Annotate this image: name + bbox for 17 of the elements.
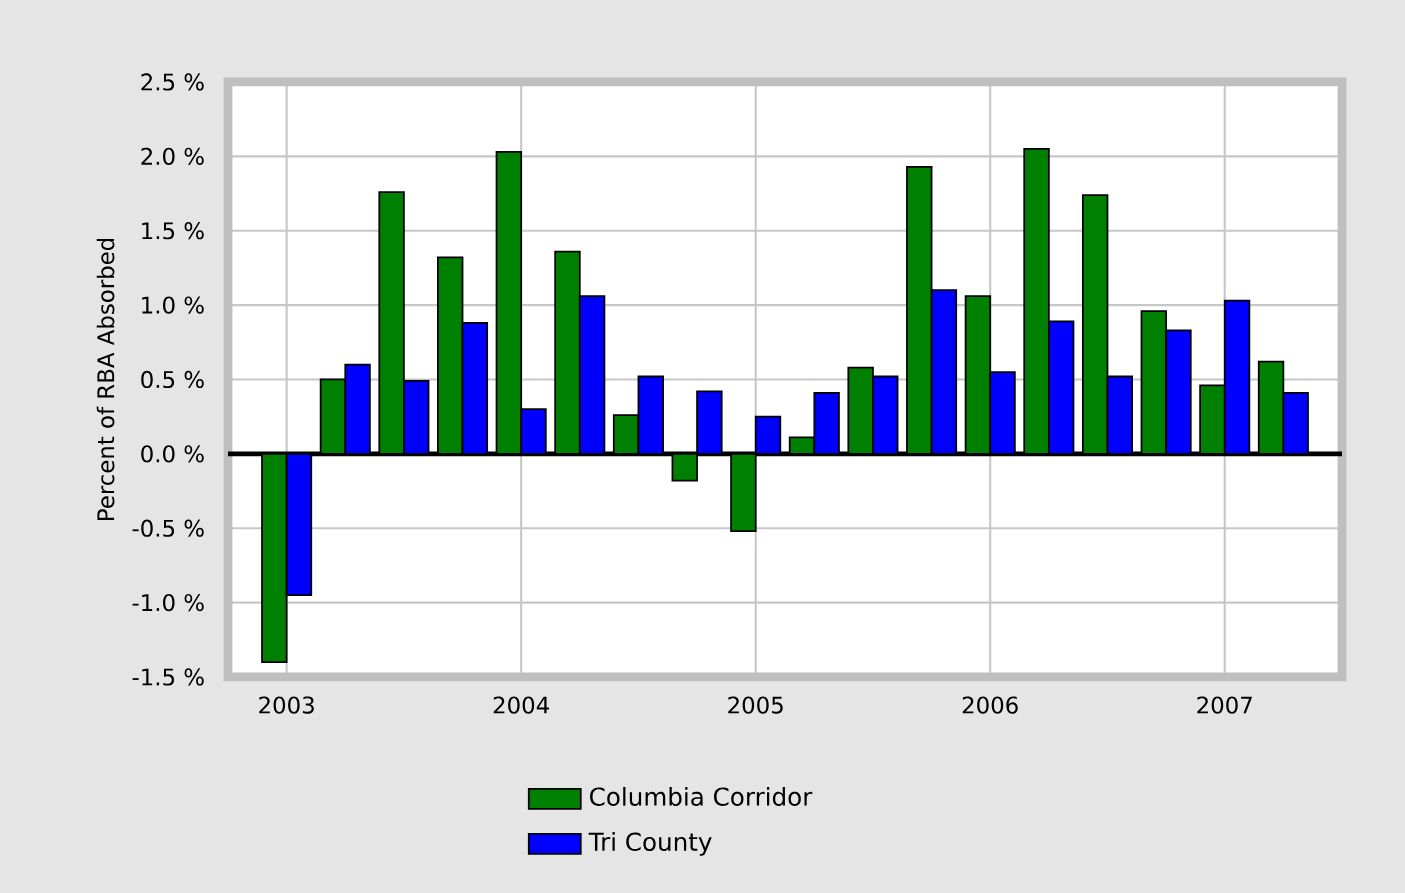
y-tick-label: 0.0 % xyxy=(141,445,204,463)
x-tick-label: 2005 xyxy=(728,696,783,714)
y-tick-label: 1.0 % xyxy=(142,296,204,314)
y-tick-label: -0.5 % xyxy=(132,519,204,537)
legend-label: Tri County xyxy=(588,832,712,856)
y-axis-title: Percent of RBA Absorbed xyxy=(96,238,115,520)
y-tick-label: -1.5 % xyxy=(132,668,204,686)
y-tick-label: 2.5 % xyxy=(141,73,204,91)
y-tick-label: 1.5 % xyxy=(142,222,204,240)
x-tick-label: 2004 xyxy=(493,696,549,714)
x-tick-label: 2007 xyxy=(1197,696,1252,714)
y-tick-label: 0.5 % xyxy=(141,370,204,389)
x-tick-label: 2006 xyxy=(962,696,1018,714)
y-tick-label: -1.0 % xyxy=(132,594,204,612)
x-tick-label: 2003 xyxy=(259,696,314,714)
legend-label: Columbia Corridor xyxy=(590,786,813,806)
y-tick-label: 2.0 % xyxy=(141,147,204,166)
